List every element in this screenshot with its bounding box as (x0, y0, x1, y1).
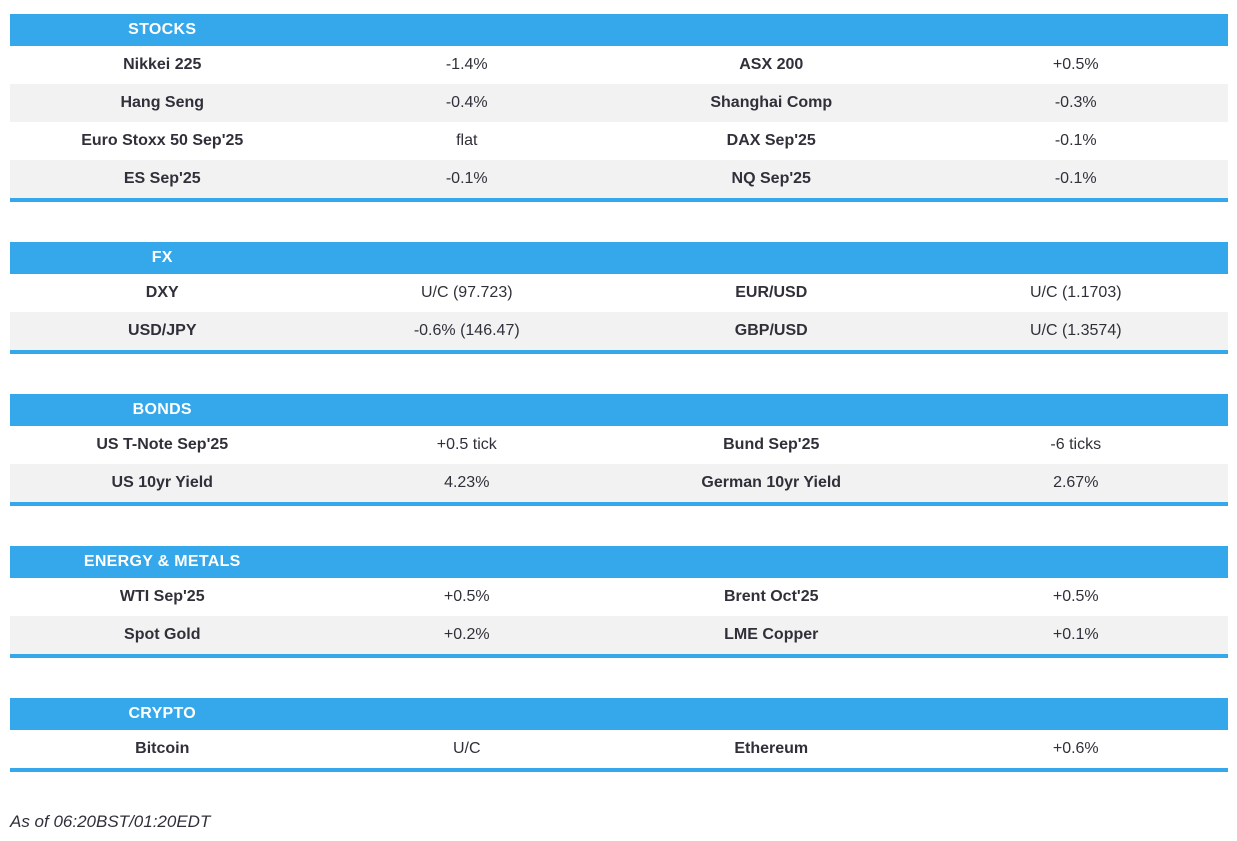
section-header-crypto: CRYPTO (10, 698, 1228, 730)
instrument-name: Brent Oct'25 (724, 588, 819, 605)
market-section-stocks: STOCKS Nikkei 225 -1.4% ASX 200 +0.5% Ha… (10, 14, 1228, 202)
market-section-fx: FX DXY U/C (97.723) EUR/USD U/C (1.1703)… (10, 242, 1228, 354)
instrument-name: NQ Sep'25 (731, 170, 811, 187)
section-rows: DXY U/C (97.723) EUR/USD U/C (1.1703) US… (10, 274, 1228, 350)
instrument-name: Nikkei 225 (123, 56, 202, 73)
instrument-name: ASX 200 (739, 56, 804, 73)
table-row: US T-Note Sep'25 +0.5 tick Bund Sep'25 -… (10, 426, 1228, 464)
section-rows: Nikkei 225 -1.4% ASX 200 +0.5% Hang Seng… (10, 46, 1228, 198)
table-row: US 10yr Yield 4.23% German 10yr Yield 2.… (10, 464, 1228, 502)
instrument-name: Bund Sep'25 (723, 436, 820, 453)
section-title: CRYPTO (128, 705, 197, 722)
instrument-value: flat (456, 132, 478, 149)
instrument-value: 2.67% (1053, 474, 1099, 491)
instrument-name: ES Sep'25 (123, 170, 201, 187)
table-row: Bitcoin U/C Ethereum +0.6% (10, 730, 1228, 768)
instrument-name: German 10yr Yield (701, 474, 842, 491)
section-title: BONDS (132, 401, 192, 418)
instrument-value: -0.4% (445, 94, 488, 111)
section-title: FX (151, 249, 173, 266)
instrument-value: U/C (452, 740, 481, 757)
table-row: Spot Gold +0.2% LME Copper +0.1% (10, 616, 1228, 654)
market-section-crypto: CRYPTO Bitcoin U/C Ethereum +0.6% (10, 698, 1228, 772)
table-row: Nikkei 225 -1.4% ASX 200 +0.5% (10, 46, 1228, 84)
table-row: USD/JPY -0.6% (146.47) GBP/USD U/C (1.35… (10, 312, 1228, 350)
section-header-bonds: BONDS (10, 394, 1228, 426)
market-section-bonds: BONDS US T-Note Sep'25 +0.5 tick Bund Se… (10, 394, 1228, 506)
section-title: ENERGY & METALS (83, 553, 241, 570)
instrument-name: USD/JPY (128, 322, 197, 339)
instrument-name: Ethereum (734, 740, 809, 757)
instrument-name: US 10yr Yield (111, 474, 213, 491)
instrument-name: US T-Note Sep'25 (96, 436, 229, 453)
table-row: DXY U/C (97.723) EUR/USD U/C (1.1703) (10, 274, 1228, 312)
table-row: WTI Sep'25 +0.5% Brent Oct'25 +0.5% (10, 578, 1228, 616)
as-of-timestamp: As of 06:20BST/01:20EDT (10, 812, 211, 831)
instrument-value: -0.1% (1054, 170, 1097, 187)
instrument-value: +0.5% (1052, 56, 1099, 73)
instrument-name: Euro Stoxx 50 Sep'25 (81, 132, 244, 149)
instrument-name: Bitcoin (135, 740, 190, 757)
instrument-value: +0.5% (443, 588, 490, 605)
section-header-fx: FX (10, 242, 1228, 274)
instrument-value: +0.2% (443, 626, 490, 643)
instrument-name: Shanghai Comp (710, 94, 833, 111)
instrument-value: 4.23% (444, 474, 490, 491)
instrument-name: Hang Seng (120, 94, 205, 111)
instrument-value: +0.5 tick (436, 436, 497, 453)
section-rows: US T-Note Sep'25 +0.5 tick Bund Sep'25 -… (10, 426, 1228, 502)
section-header-energy-metals: ENERGY & METALS (10, 546, 1228, 578)
section-rows: Bitcoin U/C Ethereum +0.6% (10, 730, 1228, 768)
instrument-value: U/C (1.1703) (1029, 284, 1122, 301)
instrument-value: -0.3% (1054, 94, 1097, 111)
instrument-value: +0.6% (1052, 740, 1099, 757)
instrument-name: GBP/USD (734, 322, 808, 339)
instrument-value: -6 ticks (1050, 436, 1102, 453)
instrument-value: -0.1% (1054, 132, 1097, 149)
instrument-name: DAX Sep'25 (726, 132, 816, 149)
table-row: Euro Stoxx 50 Sep'25 flat DAX Sep'25 -0.… (10, 122, 1228, 160)
instrument-name: EUR/USD (735, 284, 808, 301)
section-header-stocks: STOCKS (10, 14, 1228, 46)
instrument-value: +0.1% (1052, 626, 1099, 643)
instrument-value: -1.4% (445, 56, 488, 73)
section-title: STOCKS (128, 21, 197, 38)
instrument-value: +0.5% (1052, 588, 1099, 605)
market-section-energy-metals: ENERGY & METALS WTI Sep'25 +0.5% Brent O… (10, 546, 1228, 658)
section-rows: WTI Sep'25 +0.5% Brent Oct'25 +0.5% Spot… (10, 578, 1228, 654)
instrument-value: -0.6% (146.47) (413, 322, 520, 339)
instrument-name: WTI Sep'25 (119, 588, 205, 605)
instrument-name: DXY (145, 284, 179, 301)
instrument-name: Spot Gold (124, 626, 201, 643)
instrument-value: -0.1% (445, 170, 488, 187)
instrument-value: U/C (1.3574) (1029, 322, 1122, 339)
table-row: Hang Seng -0.4% Shanghai Comp -0.3% (10, 84, 1228, 122)
instrument-value: U/C (97.723) (420, 284, 513, 301)
instrument-name: LME Copper (724, 626, 819, 643)
table-row: ES Sep'25 -0.1% NQ Sep'25 -0.1% (10, 160, 1228, 198)
